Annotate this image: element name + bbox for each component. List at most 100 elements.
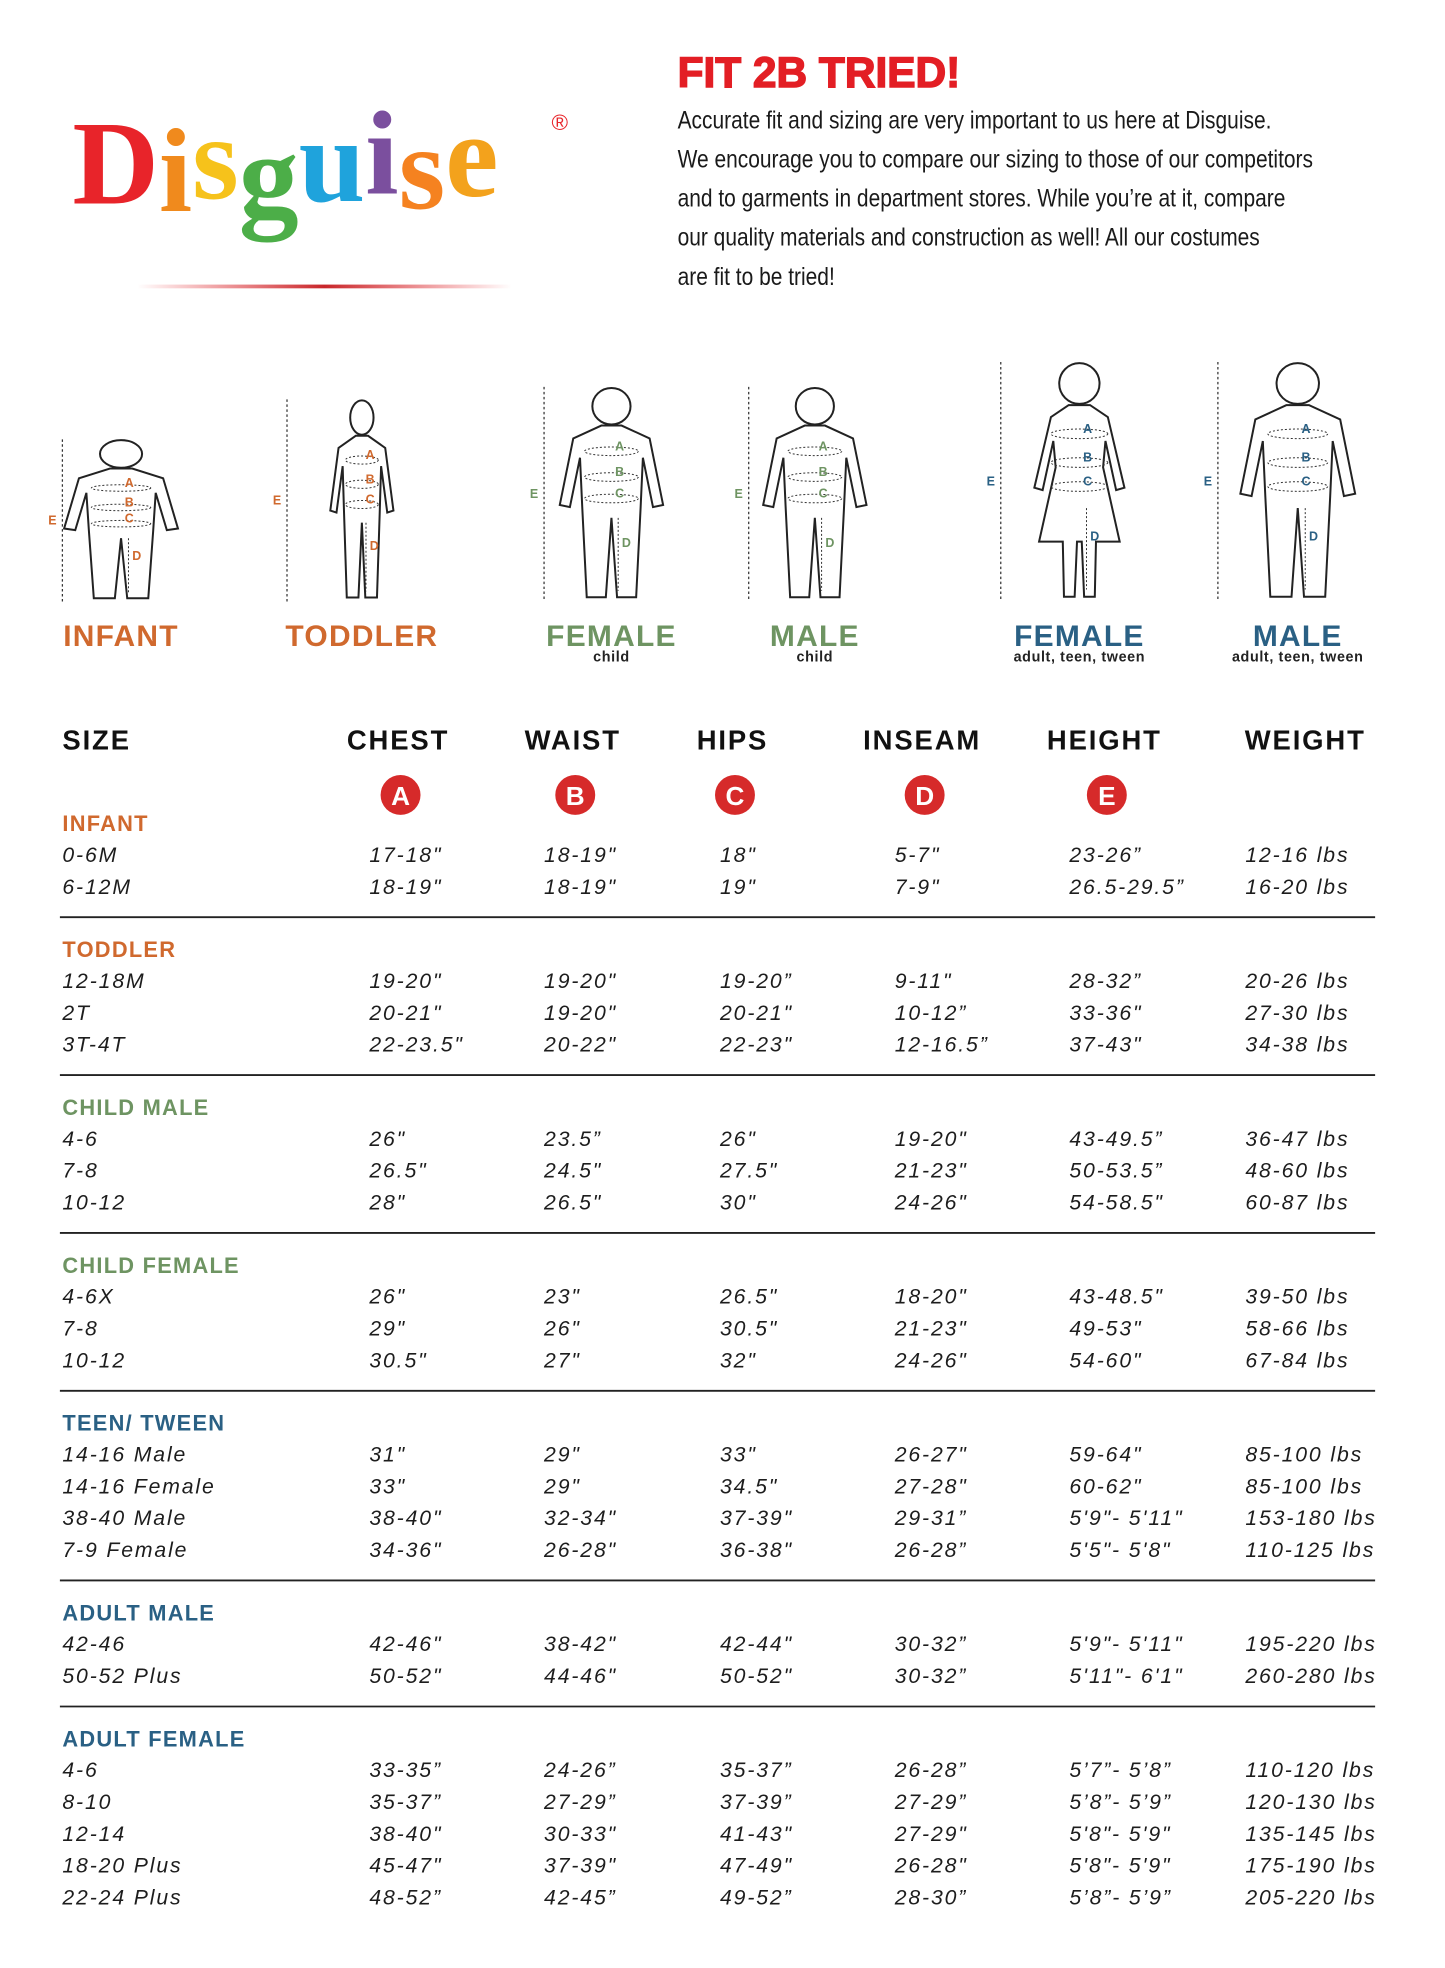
heading: FIT 2B TRIED! [678, 49, 961, 96]
cell: 10-12 [62, 1191, 126, 1214]
key-badge [904, 774, 945, 815]
figure-marker: B [1083, 451, 1092, 465]
figure-marker: C [125, 512, 134, 526]
cell: 29" [543, 1444, 581, 1467]
figure-body [1240, 405, 1355, 597]
figure-body [330, 436, 393, 598]
group-label: CHILD MALE [62, 1095, 209, 1120]
cell: 205-220 lbs [1244, 1887, 1376, 1910]
cell: 29" [368, 1318, 406, 1341]
cell: 110-125 lbs [1245, 1539, 1375, 1562]
measure-ring [788, 494, 842, 503]
cell: 27-28" [894, 1475, 968, 1498]
cell: 5'5"- 5'8" [1069, 1539, 1171, 1562]
intro-line: We encourage you to compare our sizing t… [678, 145, 1313, 173]
cell: 44-46" [544, 1665, 617, 1688]
figure-label: FEMALE [546, 620, 677, 653]
cell: 28" [368, 1191, 406, 1214]
figure-marker: E [1204, 475, 1212, 489]
cell: 58-66 lbs [1245, 1318, 1349, 1341]
key-badge [555, 774, 596, 815]
intro-line: are fit to be tried! [678, 262, 835, 290]
cell: 50-53.5” [1069, 1160, 1163, 1183]
figure-marker: C [366, 493, 375, 507]
cell: 26" [543, 1318, 581, 1341]
measure-ring [1268, 458, 1328, 468]
cell: 49-52” [720, 1887, 793, 1910]
measure-ring [1268, 429, 1328, 439]
figure-label: MALE [1253, 620, 1343, 653]
cell: 14-16 Female [62, 1475, 215, 1498]
figure-body [763, 426, 866, 598]
figure-marker: D [825, 536, 834, 550]
cell: 17-18" [369, 844, 442, 867]
cell: 38-40" [369, 1823, 442, 1846]
figure-marker: D [1090, 530, 1099, 544]
cell: 26-28” [894, 1759, 968, 1782]
measure-ring [788, 447, 842, 456]
figure-head [1277, 363, 1319, 404]
cell: 28-30” [894, 1887, 968, 1910]
cell: 19-20" [369, 970, 442, 993]
group-label: CHILD FEMALE [62, 1253, 239, 1278]
figure-head [100, 440, 142, 468]
cell: 30-32” [895, 1633, 968, 1656]
cell: 59-64" [1069, 1444, 1142, 1467]
cell: 5'9"- 5'11" [1069, 1507, 1183, 1530]
measure-ring [584, 473, 638, 482]
measure-ring [1051, 482, 1108, 492]
cell: 29" [543, 1475, 581, 1498]
key-letter: D [915, 781, 934, 811]
logo-underline [137, 284, 512, 289]
cell: 22-23.5" [368, 1034, 463, 1057]
cell: 18-19" [544, 844, 617, 867]
cell: 27-29” [894, 1791, 968, 1814]
cell: 32" [720, 1349, 757, 1372]
cell: 54-58.5" [1069, 1191, 1163, 1214]
cell: 33" [720, 1444, 757, 1467]
cell: 7-9" [895, 876, 941, 899]
cell: 42-46 [62, 1633, 126, 1656]
cell: 7-9 Female [62, 1539, 188, 1562]
cell: 30-33" [544, 1823, 617, 1846]
intro-line: Accurate fit and sizing are very importa… [678, 106, 1272, 134]
cell: 43-48.5" [1069, 1286, 1163, 1309]
cell: 27.5" [719, 1160, 778, 1183]
cell: 38-42" [544, 1633, 617, 1656]
cell: 21-23" [894, 1318, 968, 1341]
column-header: WEIGHT [1245, 725, 1366, 756]
logo-letter: e [445, 88, 498, 221]
figure [560, 388, 663, 597]
key-letter: A [391, 781, 410, 811]
table: SIZE CHEST WAIST HIPS INSEAM HEIGHT WEIGHT A B C D… [59, 725, 1376, 1910]
cell: 42-44" [720, 1633, 793, 1656]
cell: 28-32” [1068, 970, 1142, 993]
cell: 24.5" [543, 1160, 602, 1183]
cell: 26.5-29.5” [1068, 876, 1184, 899]
cell: 47-49" [720, 1855, 793, 1878]
measure-ring [345, 480, 378, 488]
cell: 8-10 [62, 1791, 112, 1814]
figure-marker: E [273, 493, 281, 507]
figure-label: INFANT [63, 620, 179, 653]
cell: 260-280 lbs [1244, 1665, 1376, 1688]
registered-mark: ® [552, 110, 569, 135]
figure-marker: B [366, 472, 375, 486]
cell: 22-24 Plus [61, 1887, 182, 1910]
cell: 23.5” [543, 1128, 602, 1151]
column-header: WAIST [525, 725, 621, 756]
cell: 50-52 Plus [62, 1665, 182, 1688]
key-badge [380, 774, 421, 815]
measure-ring [1268, 482, 1328, 492]
cell: 7-8 [62, 1160, 98, 1183]
cell: 37-43" [1069, 1034, 1142, 1057]
cell: 30.5" [369, 1349, 427, 1372]
cell: 26" [719, 1128, 757, 1151]
cell: 33-35” [369, 1759, 442, 1782]
logo-letter: g [239, 108, 299, 242]
cell: 26-27" [894, 1444, 968, 1467]
key-letter: E [1098, 781, 1115, 811]
cell: 12-16 lbs [1245, 844, 1349, 867]
cell: 50-52" [720, 1665, 793, 1688]
column-header: INSEAM [863, 725, 981, 756]
